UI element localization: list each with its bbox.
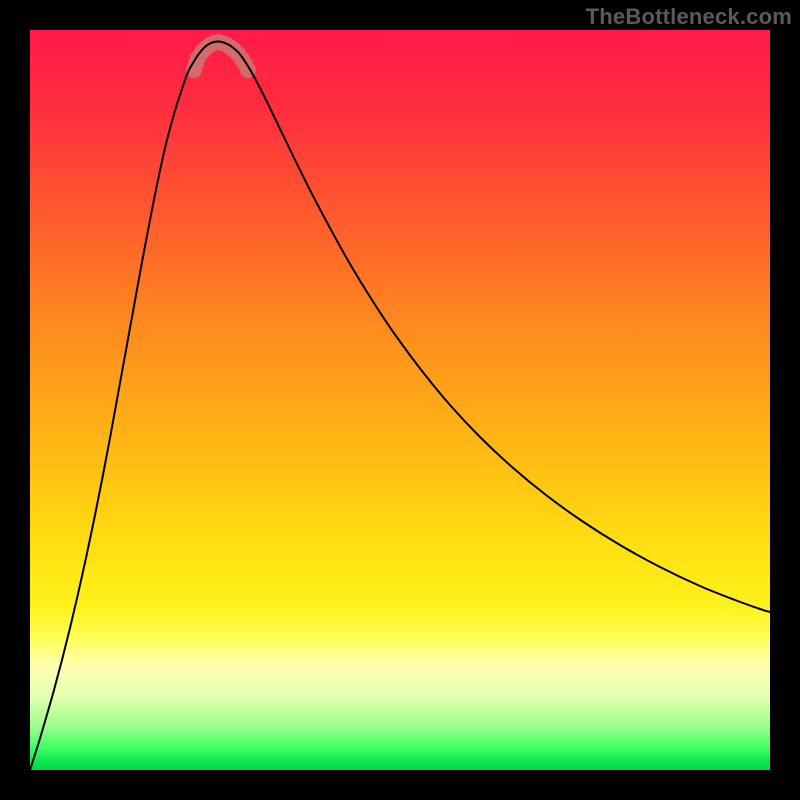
- plot-area: [30, 30, 770, 770]
- watermark-text: TheBottleneck.com: [578, 0, 800, 34]
- stage: TheBottleneck.com: [0, 0, 800, 800]
- gradient-background: [30, 30, 770, 770]
